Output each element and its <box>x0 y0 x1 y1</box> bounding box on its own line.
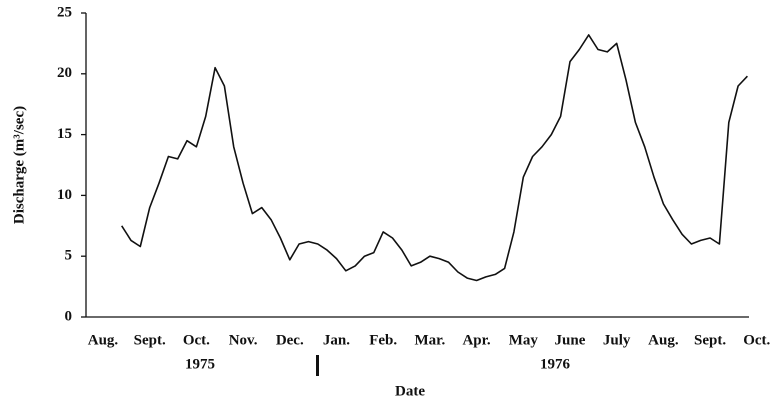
x-tick-label: July <box>603 332 631 348</box>
data-line <box>121 34 748 282</box>
year-divider <box>316 355 319 376</box>
x-tick-label: May <box>509 332 539 348</box>
x-tick-label: Jan. <box>323 332 350 348</box>
x-tick-label: Apr. <box>462 332 490 348</box>
x-tick-label: Sept. <box>694 332 726 348</box>
y-tick-label: 5 <box>65 248 73 264</box>
y-tick-label: 0 <box>65 308 73 324</box>
y-tick-label: 10 <box>57 187 72 203</box>
x-tick-label: Sept. <box>134 332 166 348</box>
year-label: 1976 <box>540 356 571 372</box>
x-axis-title: Date <box>395 383 425 399</box>
year-label: 1975 <box>185 356 215 372</box>
y-tick-label: 15 <box>57 126 72 142</box>
y-tick-label: 20 <box>57 65 72 81</box>
x-tick-label: Dec. <box>276 332 304 348</box>
y-axis-title: Discharge (m³/sec) <box>11 106 27 224</box>
x-tick-label: June <box>555 332 586 348</box>
x-tick-label: Aug. <box>88 332 119 348</box>
x-tick-label: Aug. <box>648 332 679 348</box>
x-tick-label: Oct. <box>743 332 770 348</box>
x-tick-label: Mar. <box>415 332 446 348</box>
y-tick-label: 25 <box>57 4 72 20</box>
x-tick-label: Nov. <box>229 332 258 348</box>
x-tick-label: Oct. <box>183 332 210 348</box>
x-tick-label: Feb. <box>369 332 397 348</box>
